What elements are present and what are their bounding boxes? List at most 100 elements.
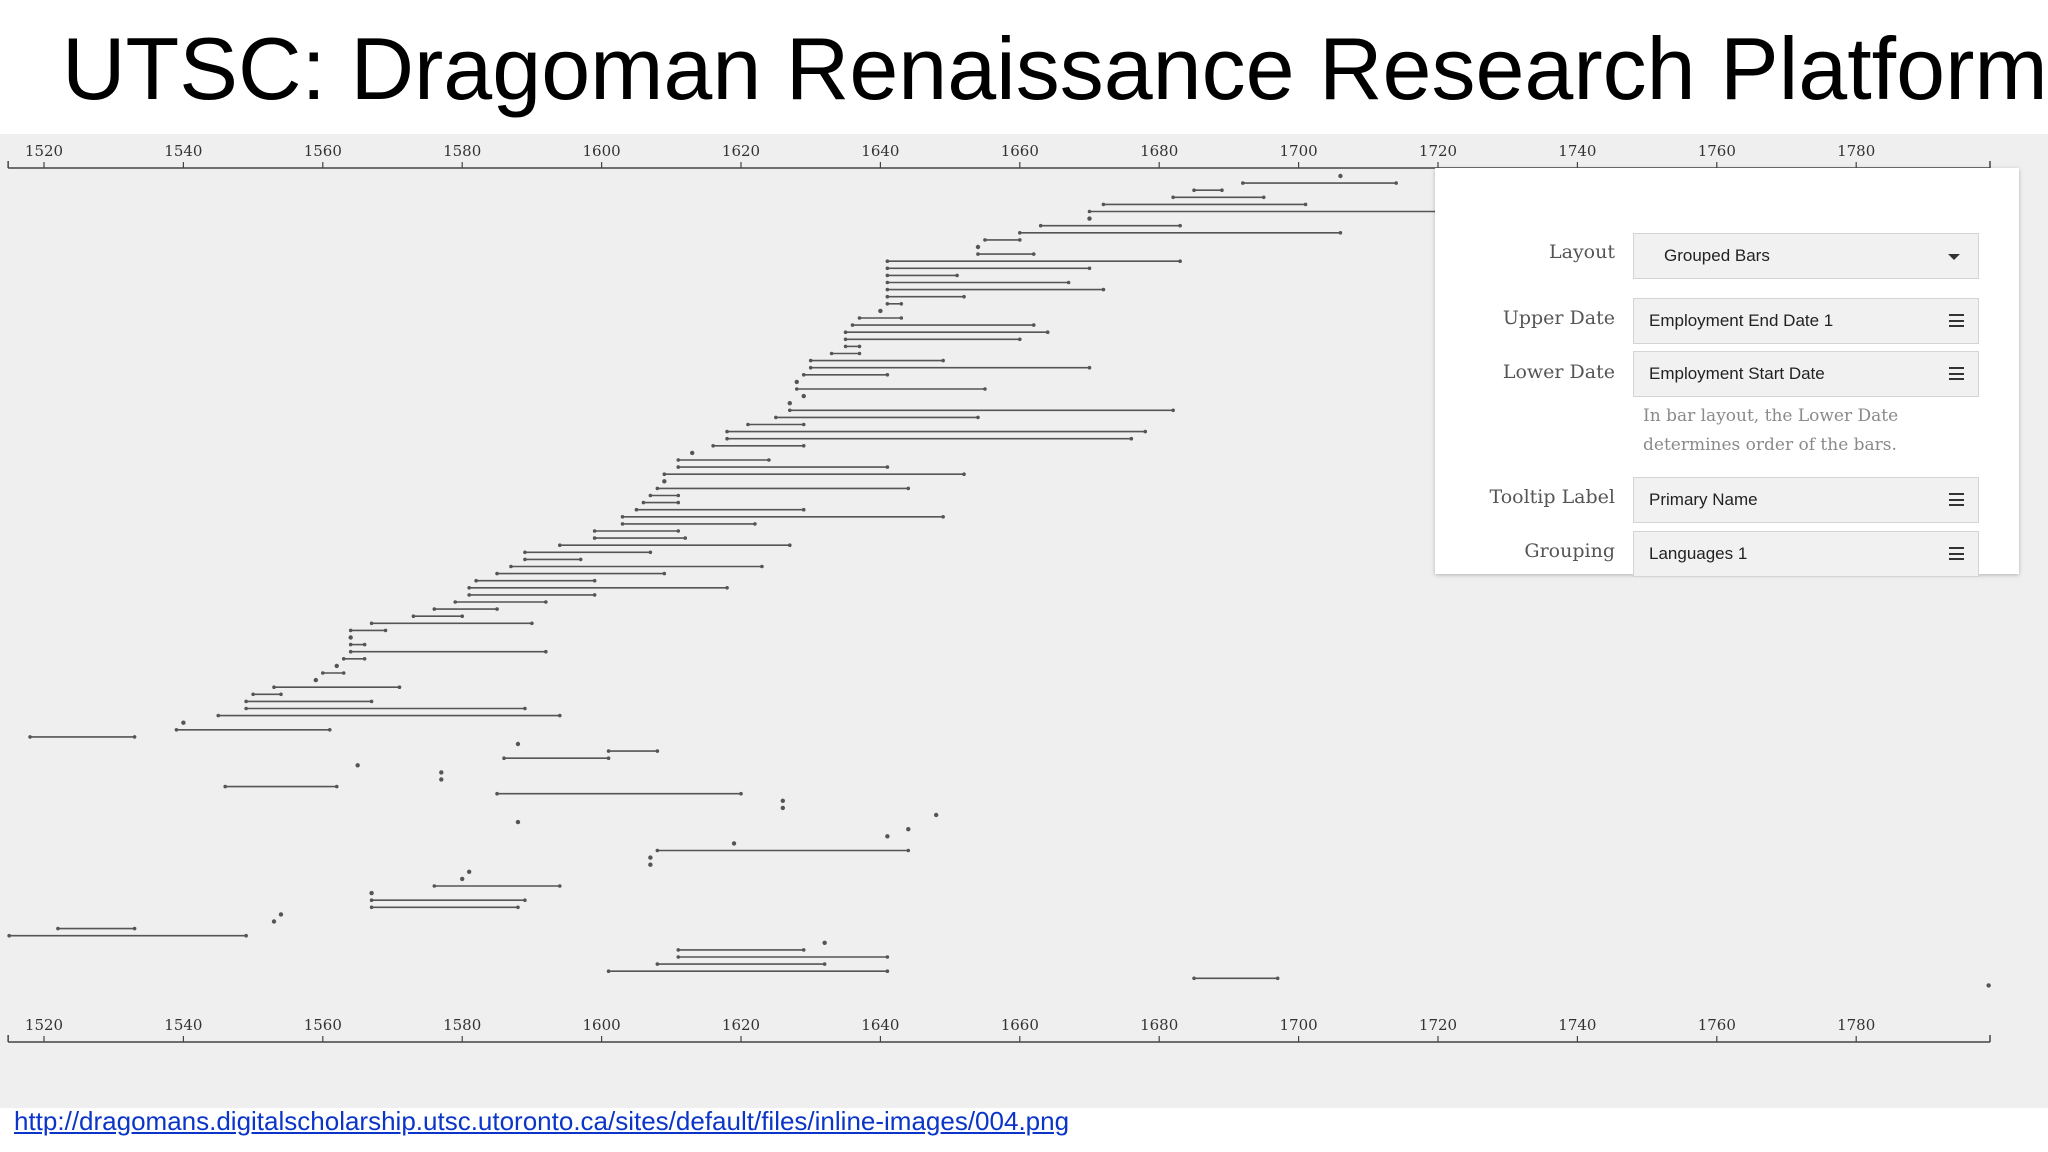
layout-value: Grouped Bars xyxy=(1664,246,1770,265)
slide-title: UTSC: Dragoman Renaissance Research Plat… xyxy=(62,19,2048,118)
timeline-point xyxy=(439,777,444,782)
timeline-bar-start xyxy=(523,557,527,562)
timeline-bar-start xyxy=(885,266,890,271)
timeline-bar-start xyxy=(348,628,353,633)
timeline-bar-end xyxy=(557,884,562,888)
timeline-bar-end xyxy=(885,955,890,959)
timeline-bar-end xyxy=(1275,976,1280,981)
timeline-bar-end xyxy=(1178,223,1182,228)
bottom-axis-tick-label: 1660 xyxy=(1001,1016,1039,1034)
timeline-point xyxy=(885,834,890,839)
timeline-bar-end xyxy=(906,848,911,853)
timeline-bar-end xyxy=(787,543,792,547)
tooltip-label-field[interactable]: Primary Name xyxy=(1633,477,1979,523)
timeline-bar-end xyxy=(801,948,806,952)
timeline-bar-start xyxy=(829,351,834,356)
timeline-bar-end xyxy=(1018,337,1022,342)
timeline-bar-start xyxy=(676,948,681,952)
timeline-bar-start xyxy=(467,586,471,590)
menu-icon[interactable] xyxy=(1949,547,1964,560)
timeline-bar-start xyxy=(369,621,374,626)
timeline-point xyxy=(975,244,981,250)
timeline-bar-end xyxy=(1087,266,1092,271)
lower-date-field[interactable]: Employment Start Date xyxy=(1633,351,1979,397)
timeline-bar-end xyxy=(592,593,597,597)
timeline-visualization: 1520 1540 1560 1580 1600 1620 1640 1660 1680 1700… xyxy=(0,134,2048,1108)
timeline-bar-end xyxy=(885,465,890,469)
timeline-bar-end xyxy=(1018,238,1022,242)
top-axis-tick-label: 1560 xyxy=(304,142,342,160)
timeline-bar-end xyxy=(655,749,660,753)
timeline-bar-end xyxy=(941,515,945,519)
timeline-bar-start xyxy=(843,337,848,342)
menu-icon[interactable] xyxy=(1949,314,1964,327)
timeline-bar-start xyxy=(885,294,890,299)
timeline-bar-end xyxy=(578,557,583,562)
timeline-point xyxy=(181,720,186,725)
top-axis-tick-label: 1720 xyxy=(1419,142,1457,160)
timeline-point xyxy=(1338,173,1343,179)
timeline-bar-start xyxy=(1087,209,1092,214)
top-axis-tick-label: 1680 xyxy=(1140,142,1178,160)
timeline-bar-start xyxy=(502,756,506,760)
timeline-bar-end xyxy=(983,387,987,391)
timeline-bar-start xyxy=(7,933,11,938)
timeline-bar-end xyxy=(857,344,862,349)
bottom-axis-tick-label: 1720 xyxy=(1419,1016,1457,1034)
timeline-point xyxy=(348,635,353,640)
upper-date-label: Upper Date xyxy=(1502,307,1615,329)
timeline-bar-start xyxy=(474,578,478,583)
menu-icon[interactable] xyxy=(1949,493,1964,506)
upper-date-field[interactable]: Employment End Date 1 xyxy=(1633,298,1979,344)
top-axis-tick-label: 1620 xyxy=(722,142,760,160)
timeline-bar-end xyxy=(132,735,137,739)
timeline-bar-start xyxy=(641,500,646,505)
timeline-bar-end xyxy=(279,692,283,697)
timeline-bar-start xyxy=(369,898,374,902)
timeline-bar-start xyxy=(348,649,353,654)
timeline-point xyxy=(460,876,465,882)
timeline-bar-end xyxy=(244,933,248,938)
timeline-bar-start xyxy=(174,728,179,732)
lower-date-value: Employment Start Date xyxy=(1649,364,1825,383)
timeline-bar-start xyxy=(592,529,597,533)
timeline-bar-end xyxy=(739,791,743,796)
timeline-point xyxy=(822,940,827,945)
timeline-bar-end xyxy=(495,607,499,611)
menu-icon[interactable] xyxy=(1949,367,1964,380)
timeline-point xyxy=(515,741,521,747)
timeline-point xyxy=(648,855,653,860)
timeline-bar-end xyxy=(460,614,465,618)
timeline-bar-start xyxy=(808,358,813,363)
timeline-bar-start xyxy=(321,671,325,675)
layout-select[interactable]: Grouped Bars xyxy=(1633,233,1979,279)
timeline-bar-start xyxy=(885,259,890,263)
top-axis-tick-label: 1540 xyxy=(164,142,202,160)
timeline-point xyxy=(278,912,284,917)
timeline-bar-end xyxy=(1143,429,1148,434)
timeline-point xyxy=(1087,216,1092,221)
timeline-bar-start xyxy=(843,344,848,349)
settings-panel: Layout Grouped Bars Upper Date Employmen… xyxy=(1435,168,2019,577)
timeline-bar-end xyxy=(899,316,904,320)
grouping-field[interactable]: Languages 1 xyxy=(1633,531,1979,577)
timeline-bar-end xyxy=(941,358,945,363)
chevron-down-icon[interactable] xyxy=(1948,254,1960,260)
timeline-bar-start xyxy=(983,238,987,242)
timeline-point xyxy=(794,379,799,385)
timeline-bar-end xyxy=(132,926,137,931)
timeline-bar-start xyxy=(223,784,228,789)
timeline-point xyxy=(906,827,911,832)
lower-date-label: Lower Date xyxy=(1502,361,1615,383)
timeline-bar-start xyxy=(251,692,255,697)
source-link[interactable]: http://dragomans.digitalscholarship.utsc… xyxy=(14,1106,1070,1136)
bottom-axis-tick-label: 1620 xyxy=(722,1016,760,1034)
timeline-bar-end xyxy=(362,657,367,661)
timeline-bar-end xyxy=(801,507,806,512)
timeline-bar-end xyxy=(523,706,527,711)
timeline-point xyxy=(787,401,792,406)
timeline-bar-start xyxy=(606,969,611,973)
timeline-bar-end xyxy=(906,486,911,491)
timeline-bar-end xyxy=(885,373,890,377)
timeline-bar-start xyxy=(1101,202,1106,207)
